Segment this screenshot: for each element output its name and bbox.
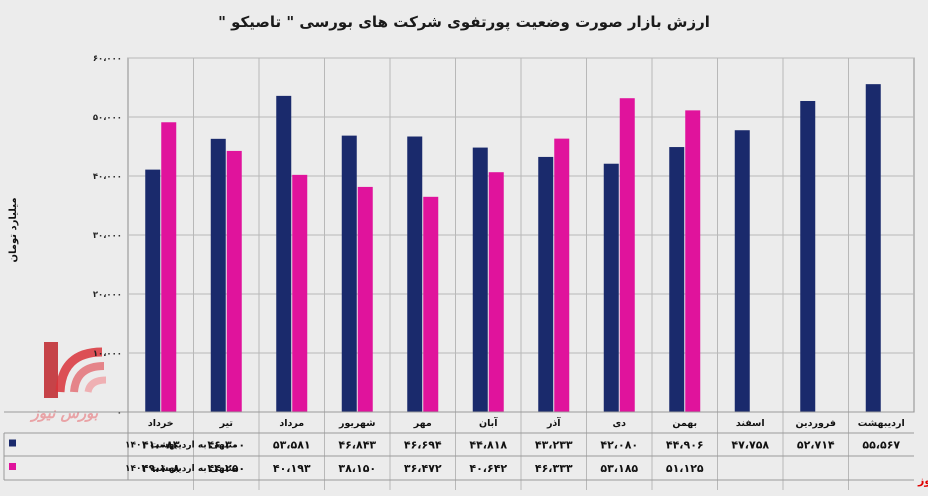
- bar-1: [603, 163, 619, 412]
- legend-label-1: منتهی به اردیبهشت ۱۴۰۱: [125, 441, 238, 451]
- data-label-2: ۳۸،۱۵۰: [338, 462, 376, 475]
- data-label-1: ۵۲،۷۱۴: [797, 439, 835, 452]
- x-category-label: مرداد: [279, 418, 304, 429]
- data-label-1: ۴۴،۹۰۶: [666, 439, 704, 452]
- data-label-2: ۴۴،۲۵۰: [207, 462, 245, 475]
- x-category-label: اردیبهشت: [858, 418, 905, 429]
- data-label-2: ۳۶،۴۷۲: [404, 462, 442, 475]
- x-category-label: بهمن: [672, 418, 697, 429]
- x-category-label: شهریور: [338, 418, 376, 429]
- x-category-label: خرداد: [148, 418, 174, 429]
- bar-1: [734, 130, 750, 413]
- bar-2: [423, 196, 439, 412]
- data-label-1: ۴۳،۲۳۳: [535, 439, 573, 452]
- footer-brand: بورس نیوز: [917, 474, 928, 487]
- bar-1: [210, 138, 226, 412]
- x-category-label: تیر: [219, 418, 233, 429]
- data-label-1: ۵۵،۵۶۷: [862, 439, 900, 452]
- bar-2: [357, 186, 373, 412]
- data-label-2: ۴۰،۱۹۳: [273, 462, 311, 475]
- x-category-label: فروردین: [796, 418, 837, 429]
- data-label-1: ۴۱،۰۸۳: [142, 439, 180, 452]
- data-label-1: ۴۶،۸۴۳: [338, 439, 376, 452]
- data-label-1: ۴۲،۰۸۰: [600, 439, 638, 452]
- bar-1: [800, 100, 816, 412]
- bar-1: [865, 84, 881, 413]
- y-tick-label: ۵۰،۰۰۰: [93, 113, 122, 123]
- x-category-label: اسفند: [736, 418, 765, 429]
- x-category-label: آذر: [546, 416, 561, 429]
- bourse-news-logo: بورس نیوز: [30, 342, 107, 422]
- bar-2: [488, 172, 504, 412]
- chart-title: ارزش بازار صورت وضعیت پورتفوی شرکت های ب…: [218, 13, 710, 32]
- bar-1: [669, 147, 685, 412]
- y-tick-label: ۲۰،۰۰۰: [93, 290, 122, 300]
- legend-swatch-2: [9, 463, 16, 470]
- bar-2: [226, 150, 242, 413]
- bar-2: [619, 98, 635, 413]
- y-axis-label: میلیارد تومان: [8, 197, 19, 262]
- data-label-2: ۴۶،۳۳۳: [535, 462, 573, 475]
- data-label-1: ۴۶،۳۰۰: [207, 439, 245, 452]
- bar-2: [685, 110, 701, 413]
- legend-label-2: منتهی به اردیبهشت ۱۴۰۲: [125, 464, 238, 474]
- y-tick-label: ۱۰،۰۰۰: [93, 349, 122, 359]
- x-category-label: دی: [612, 418, 626, 429]
- data-label-1: ۵۳،۵۸۱: [273, 439, 311, 452]
- y-tick-label: ۶۰،۰۰۰: [93, 54, 122, 64]
- data-label-1: ۴۴،۸۱۸: [469, 439, 507, 452]
- bar-2: [292, 174, 308, 412]
- y-tick-label: ۴۰،۰۰۰: [93, 172, 122, 182]
- y-tick-label: ۰: [117, 408, 122, 418]
- x-category-label: مهر: [413, 418, 432, 429]
- data-label-2: ۴۹،۱۰۸: [142, 462, 180, 475]
- bar-1: [407, 136, 423, 412]
- data-label-1: ۴۶،۶۹۴: [404, 439, 442, 452]
- bar-1: [145, 169, 161, 412]
- data-label-2: ۴۰،۶۴۲: [469, 462, 507, 475]
- logo-text: بورس نیوز: [30, 404, 99, 422]
- x-category-label: آبان: [479, 416, 498, 429]
- bar-1: [276, 95, 292, 412]
- data-label-1: ۴۷،۷۵۸: [731, 439, 769, 452]
- legend-swatch-1: [9, 439, 16, 447]
- bar-1: [538, 156, 554, 412]
- bar-1: [472, 147, 488, 413]
- bar-2: [161, 122, 177, 412]
- data-label-2: ۵۳،۱۸۵: [600, 462, 638, 475]
- data-label-2: ۵۱،۱۲۵: [666, 462, 704, 475]
- y-tick-label: ۳۰،۰۰۰: [93, 231, 122, 241]
- bar-1: [341, 135, 357, 413]
- bar-2: [554, 138, 570, 412]
